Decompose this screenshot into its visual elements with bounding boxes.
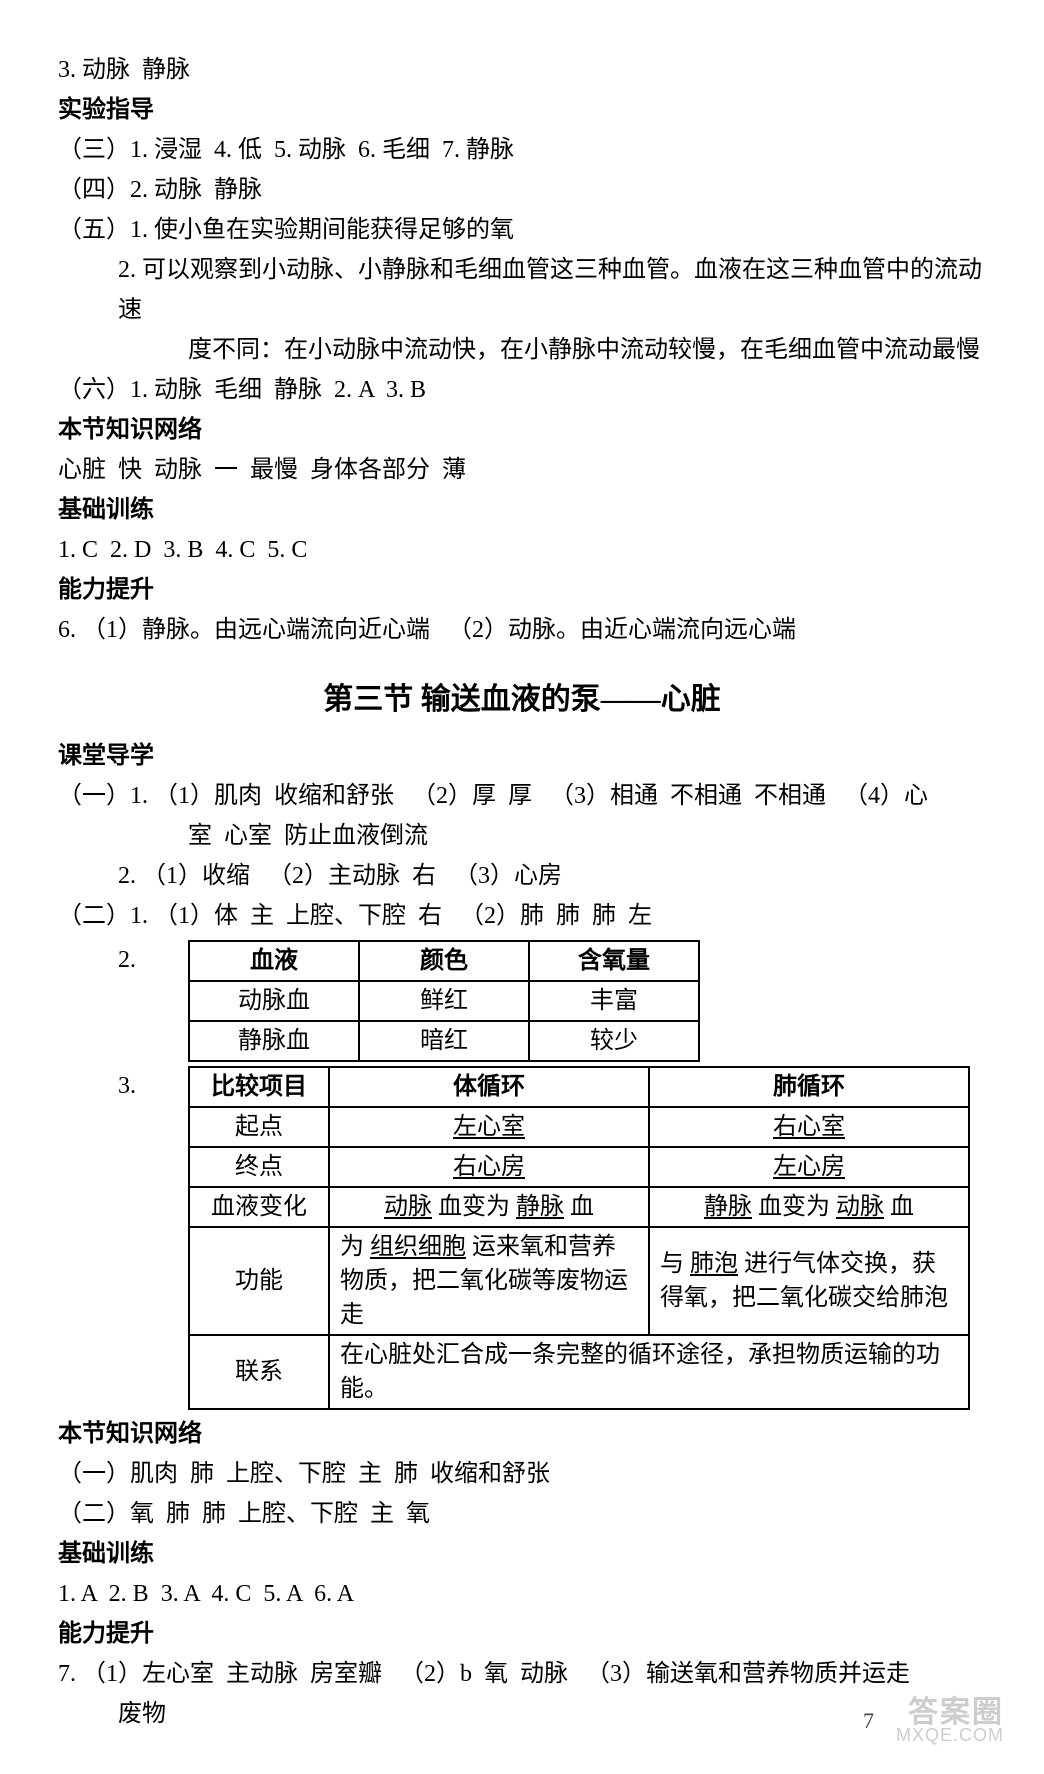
heading-knowledge: 本节知识网络: [58, 410, 986, 450]
table-cell: 起点: [189, 1107, 329, 1147]
text-line: 心脏 快 动脉 一 最慢 身体各部分 薄: [58, 450, 986, 490]
watermark: 答案圈 MXQE.COM: [896, 1702, 1004, 1746]
text-line: （六）1. 动脉 毛细 静脉 2. A 3. B: [58, 370, 986, 410]
table-header: 血液: [189, 941, 359, 981]
watermark-big: 答案圈: [896, 1702, 1004, 1724]
heading-experiment: 实验指导: [58, 90, 986, 130]
heading-knowledge: 本节知识网络: [58, 1414, 986, 1454]
table-cell: 为 组织细胞 运来氧和营养 物质，把二氧化碳等废物运走: [329, 1227, 649, 1335]
text-line: （五）1. 使小鱼在实验期间能获得足够的氧: [58, 210, 986, 250]
table-cell: 功能: [189, 1227, 329, 1335]
section-title: 第三节 输送血液的泵——心脏: [58, 674, 986, 718]
text-line: 6. （1）静脉。由远心端流向近心端 （2）动脉。由近心端流向远心端: [58, 610, 986, 650]
table-header: 含氧量: [529, 941, 699, 981]
table-cell: 静脉血: [189, 1021, 359, 1061]
u-text: 右心房: [453, 1154, 525, 1180]
table-cell: 动脉血: [189, 981, 359, 1021]
table2-row: 2. 血液 颜色 含氧量 动脉血 鲜红 丰富 静脉血 暗红 较少: [58, 940, 986, 1062]
text-line: （二）氧 肺 肺 上腔、下腔 主 氧: [58, 1494, 986, 1534]
table-cell: 血液变化: [189, 1187, 329, 1227]
table-circulation: 比较项目 体循环 肺循环 起点 左心室 右心室 终点 右心房 左心房 血液变化 …: [188, 1066, 970, 1410]
table-cell: 较少: [529, 1021, 699, 1061]
table-row: 动脉血 鲜红 丰富: [189, 981, 699, 1021]
heading-class: 课堂导学: [58, 736, 986, 776]
u-text: 肺泡: [690, 1251, 738, 1277]
table-row: 比较项目 体循环 肺循环: [189, 1067, 969, 1107]
text-line: （三）1. 浸湿 4. 低 5. 动脉 6. 毛细 7. 静脉: [58, 130, 986, 170]
text-line: 废物: [58, 1694, 986, 1734]
text: 与: [660, 1251, 684, 1277]
table-header: 颜色: [359, 941, 529, 981]
table-cell: 与 肺泡 进行气体交换，获 得氧，把二氧化碳交给肺泡: [649, 1227, 969, 1335]
text: 血变为: [758, 1194, 830, 1220]
text: 物质，把二氧化碳等废物运走: [340, 1268, 628, 1328]
text-line: 7. （1）左心室 主动脉 房室瓣 （2）b 氧 动脉 （3）输送氧和营养物质并…: [58, 1654, 986, 1694]
u-text: 动脉: [836, 1194, 884, 1220]
text-line: 2. 可以观察到小动脉、小静脉和毛细血管这三种血管。血液在这三种血管中的流动速: [58, 250, 986, 330]
page-number: 7: [863, 1708, 874, 1734]
text: 得氧，把二氧化碳交给肺泡: [660, 1285, 948, 1311]
text: 进行气体交换，获: [744, 1251, 936, 1277]
table-header: 肺循环: [649, 1067, 969, 1107]
page: 3. 动脉 静脉 实验指导 （三）1. 浸湿 4. 低 5. 动脉 6. 毛细 …: [0, 0, 1044, 1774]
table-cell: 右心室: [649, 1107, 969, 1147]
u-text: 右心室: [773, 1114, 845, 1140]
table-cell: 静脉 血变为 动脉 血: [649, 1187, 969, 1227]
text-line: 室 心室 防止血液倒流: [58, 816, 986, 856]
text-line: （二）1. （1）体 主 上腔、下腔 右 （2）肺 肺 肺 左: [58, 896, 986, 936]
table-row: 血液 颜色 含氧量: [189, 941, 699, 981]
table-cell: 在心脏处汇合成一条完整的循环途径，承担物质运输的功能。: [329, 1335, 969, 1409]
table-cell: 终点: [189, 1147, 329, 1187]
table-cell: 丰富: [529, 981, 699, 1021]
text: 为: [340, 1234, 364, 1260]
text-line: 1. A 2. B 3. A 4. C 5. A 6. A: [58, 1574, 986, 1614]
u-text: 左心室: [453, 1114, 525, 1140]
table3-row: 3. 比较项目 体循环 肺循环 起点 左心室 右心室 终点 右心房 左心房 血液…: [58, 1066, 986, 1410]
u-text: 左心房: [773, 1154, 845, 1180]
table-row: 联系 在心脏处汇合成一条完整的循环途径，承担物质运输的功能。: [189, 1335, 969, 1409]
text: 血变为: [438, 1194, 510, 1220]
table-row: 功能 为 组织细胞 运来氧和营养 物质，把二氧化碳等废物运走 与 肺泡 进行气体…: [189, 1227, 969, 1335]
heading-ability: 能力提升: [58, 570, 986, 610]
text-line: （一）肌肉 肺 上腔、下腔 主 肺 收缩和舒张: [58, 1454, 986, 1494]
u-text: 动脉: [384, 1194, 432, 1220]
table-row: 血液变化 动脉 血变为 静脉 血 静脉 血变为 动脉 血: [189, 1187, 969, 1227]
table-header: 比较项目: [189, 1067, 329, 1107]
u-text: 静脉: [704, 1194, 752, 1220]
text-line: （一）1. （1）肌肉 收缩和舒张 （2）厚 厚 （3）相通 不相通 不相通 （…: [58, 776, 986, 816]
table-header: 体循环: [329, 1067, 649, 1107]
heading-basic: 基础训练: [58, 1534, 986, 1574]
text: 血: [890, 1194, 914, 1220]
watermark-small: MXQE.COM: [896, 1724, 1004, 1746]
text-line: 2. （1）收缩 （2）主动脉 右 （3）心房: [58, 856, 986, 896]
table-blood: 血液 颜色 含氧量 动脉血 鲜红 丰富 静脉血 暗红 较少: [188, 940, 700, 1062]
table-cell: 左心房: [649, 1147, 969, 1187]
table2-number: 2.: [58, 940, 188, 980]
u-text: 静脉: [516, 1194, 564, 1220]
table-row: 起点 左心室 右心室: [189, 1107, 969, 1147]
table-row: 终点 右心房 左心房: [189, 1147, 969, 1187]
heading-ability: 能力提升: [58, 1614, 986, 1654]
text-line: 度不同：在小动脉中流动快，在小静脉中流动较慢，在毛细血管中流动最慢: [58, 330, 986, 370]
table-cell: 动脉 血变为 静脉 血: [329, 1187, 649, 1227]
text: 血: [570, 1194, 594, 1220]
table-cell: 右心房: [329, 1147, 649, 1187]
table-cell: 左心室: [329, 1107, 649, 1147]
text-line: （四）2. 动脉 静脉: [58, 170, 986, 210]
text-line: 3. 动脉 静脉: [58, 50, 986, 90]
text-line: 1. C 2. D 3. B 4. C 5. C: [58, 530, 986, 570]
table-row: 静脉血 暗红 较少: [189, 1021, 699, 1061]
table3-number: 3.: [58, 1066, 188, 1106]
table-cell: 鲜红: [359, 981, 529, 1021]
table-cell: 联系: [189, 1335, 329, 1409]
table-cell: 暗红: [359, 1021, 529, 1061]
text: 运来氧和营养: [472, 1234, 616, 1260]
heading-basic: 基础训练: [58, 490, 986, 530]
u-text: 组织细胞: [370, 1234, 466, 1260]
